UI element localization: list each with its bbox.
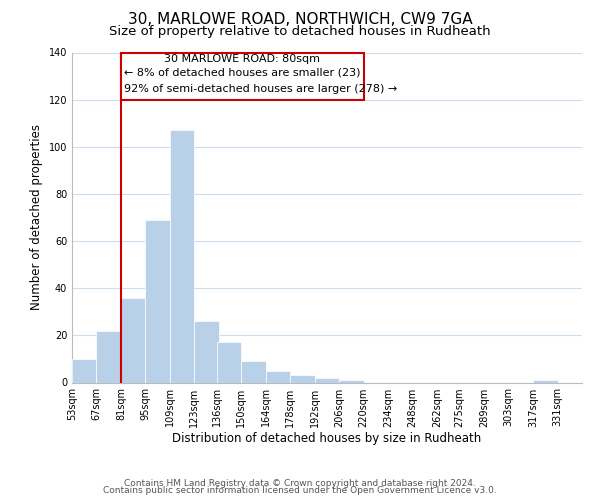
Text: Size of property relative to detached houses in Rudheath: Size of property relative to detached ho… [109, 25, 491, 38]
FancyBboxPatch shape [121, 52, 364, 100]
Bar [97, 330, 121, 382]
Bar [217, 342, 241, 382]
Text: Contains public sector information licensed under the Open Government Licence v3: Contains public sector information licen… [103, 486, 497, 495]
Bar [266, 370, 290, 382]
Text: Contains HM Land Registry data © Crown copyright and database right 2024.: Contains HM Land Registry data © Crown c… [124, 478, 476, 488]
Bar [194, 321, 219, 382]
Bar [72, 359, 97, 382]
Text: 92% of semi-detached houses are larger (278) →: 92% of semi-detached houses are larger (… [124, 84, 398, 94]
Text: 30 MARLOWE ROAD: 80sqm: 30 MARLOWE ROAD: 80sqm [164, 54, 320, 64]
Y-axis label: Number of detached properties: Number of detached properties [30, 124, 43, 310]
X-axis label: Distribution of detached houses by size in Rudheath: Distribution of detached houses by size … [172, 432, 482, 446]
Bar [241, 362, 266, 382]
Bar [339, 380, 364, 382]
Bar [290, 376, 315, 382]
Bar [315, 378, 339, 382]
Bar [145, 220, 170, 382]
Bar [170, 130, 194, 382]
Text: ← 8% of detached houses are smaller (23): ← 8% of detached houses are smaller (23) [124, 68, 361, 78]
Text: 30, MARLOWE ROAD, NORTHWICH, CW9 7GA: 30, MARLOWE ROAD, NORTHWICH, CW9 7GA [128, 12, 472, 28]
Bar [533, 380, 557, 382]
Bar [121, 298, 145, 382]
